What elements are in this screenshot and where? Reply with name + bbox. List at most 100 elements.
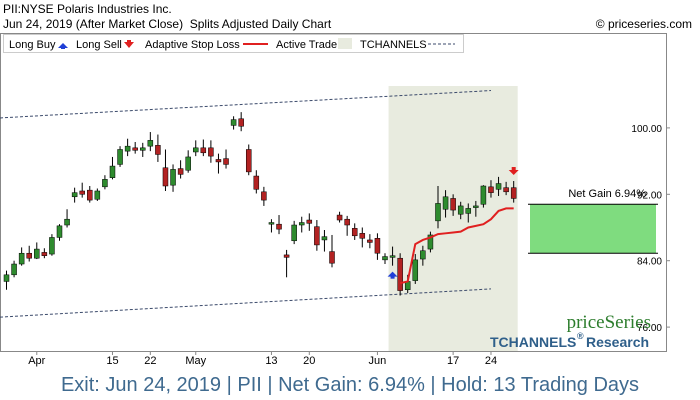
candle xyxy=(442,190,449,218)
candle-body xyxy=(503,187,509,193)
sell-arrow-stem xyxy=(511,167,516,171)
candle xyxy=(223,149,229,169)
candle-body xyxy=(162,167,169,187)
candle-body xyxy=(442,196,449,210)
brand-tchannels: TCHANNELS ® Research xyxy=(490,331,649,350)
candle xyxy=(87,186,93,203)
candle xyxy=(503,181,509,196)
candle xyxy=(185,150,191,173)
candle-body xyxy=(276,223,282,230)
y-tick-label: 84.00 xyxy=(637,257,662,268)
candle-body xyxy=(102,179,108,188)
candle xyxy=(26,245,32,262)
plot-frame xyxy=(0,33,667,352)
candle xyxy=(359,227,366,248)
candle-body xyxy=(261,191,267,201)
copyright: © priceseries.com xyxy=(595,17,692,31)
stop-loss-line xyxy=(399,207,514,285)
candle-body xyxy=(208,147,214,157)
candle-body xyxy=(193,147,199,153)
active-trade-zone xyxy=(388,86,518,351)
active-trade-swatch-icon xyxy=(338,38,352,49)
brand-research: Research xyxy=(586,334,649,350)
candle xyxy=(71,187,78,203)
legend-long-sell: Long Sell xyxy=(76,39,122,51)
candle-body xyxy=(132,147,138,151)
candle xyxy=(132,142,138,154)
candle-body xyxy=(41,252,48,256)
candle-body xyxy=(71,192,78,198)
x-tick-label: 15 xyxy=(106,355,118,367)
x-tick-label: Jun xyxy=(369,355,387,367)
candle xyxy=(245,144,252,176)
legend-adaptive-stop: Adaptive Stop Loss xyxy=(145,39,240,51)
candle xyxy=(268,219,275,233)
candle-body xyxy=(109,165,116,178)
candle xyxy=(94,188,101,201)
candle xyxy=(344,215,350,236)
candle-body xyxy=(329,251,335,264)
candle xyxy=(215,153,222,174)
candle xyxy=(510,181,517,203)
long-sell-arrow-icon xyxy=(124,42,134,48)
candle-body xyxy=(450,198,456,211)
gain-fill xyxy=(530,204,656,254)
x-axis: Apr 15 22 May 13 20 Jun 17 24 xyxy=(28,351,497,367)
candle-body xyxy=(389,255,396,258)
candle-body xyxy=(26,252,32,259)
candle xyxy=(473,200,479,217)
candle-body xyxy=(510,187,517,199)
candle xyxy=(170,164,176,192)
candle-body xyxy=(321,236,328,241)
candle-body xyxy=(495,183,502,190)
candle-body xyxy=(3,274,10,282)
candle xyxy=(102,175,108,190)
candle-body xyxy=(283,254,290,258)
candle-body xyxy=(94,190,101,200)
long-buy-arrow-icon xyxy=(58,43,68,48)
candle xyxy=(374,233,381,260)
signal-arrows xyxy=(387,167,519,279)
y-tick-label: 100.00 xyxy=(631,124,662,135)
candle-body xyxy=(200,147,207,154)
candle xyxy=(200,139,207,157)
candle-body xyxy=(185,156,191,171)
chart-title: PII:NYSE Polaris Industries Inc. xyxy=(3,2,172,16)
candle xyxy=(427,231,434,253)
candle-body xyxy=(336,214,343,221)
candle-body xyxy=(79,190,85,195)
candle xyxy=(117,146,123,167)
footer-summary: Exit: Jun 24, 2019 | PII | Net Gain: 6.9… xyxy=(0,370,700,400)
candlestick-chart: 76.00 84.00 92.00 100.00 Apr 15 22 May 13 20 Jun 1… xyxy=(0,33,670,367)
candle xyxy=(321,229,328,252)
candle xyxy=(389,246,396,266)
candle-body xyxy=(465,208,472,214)
candle xyxy=(306,213,313,231)
chart-subtitle: Jun 24, 2019 (After Market Close) Splits… xyxy=(3,17,332,31)
candle-body xyxy=(306,219,313,224)
candle xyxy=(155,134,161,162)
candle xyxy=(412,254,419,284)
candle xyxy=(49,234,55,256)
x-tick-label: 13 xyxy=(265,355,277,367)
candle xyxy=(314,220,320,251)
candle-body xyxy=(117,149,123,165)
candle-body xyxy=(314,226,320,246)
candle-body xyxy=(435,203,441,222)
candle-body xyxy=(374,238,381,254)
candle-body xyxy=(473,205,479,208)
candle xyxy=(140,142,146,157)
candle xyxy=(253,170,260,194)
candle xyxy=(177,160,184,179)
candle xyxy=(495,176,502,196)
candle xyxy=(64,209,70,228)
candle xyxy=(329,234,335,268)
legend-active-trade: Active Trade xyxy=(276,39,337,51)
net-gain-label: Net Gain 6.94% xyxy=(568,188,646,200)
buy-arrow-stem xyxy=(390,275,395,279)
candle xyxy=(230,116,237,130)
net-gain-box xyxy=(528,203,658,254)
candle-body xyxy=(245,149,252,173)
candle xyxy=(367,234,373,249)
candle xyxy=(298,216,305,233)
